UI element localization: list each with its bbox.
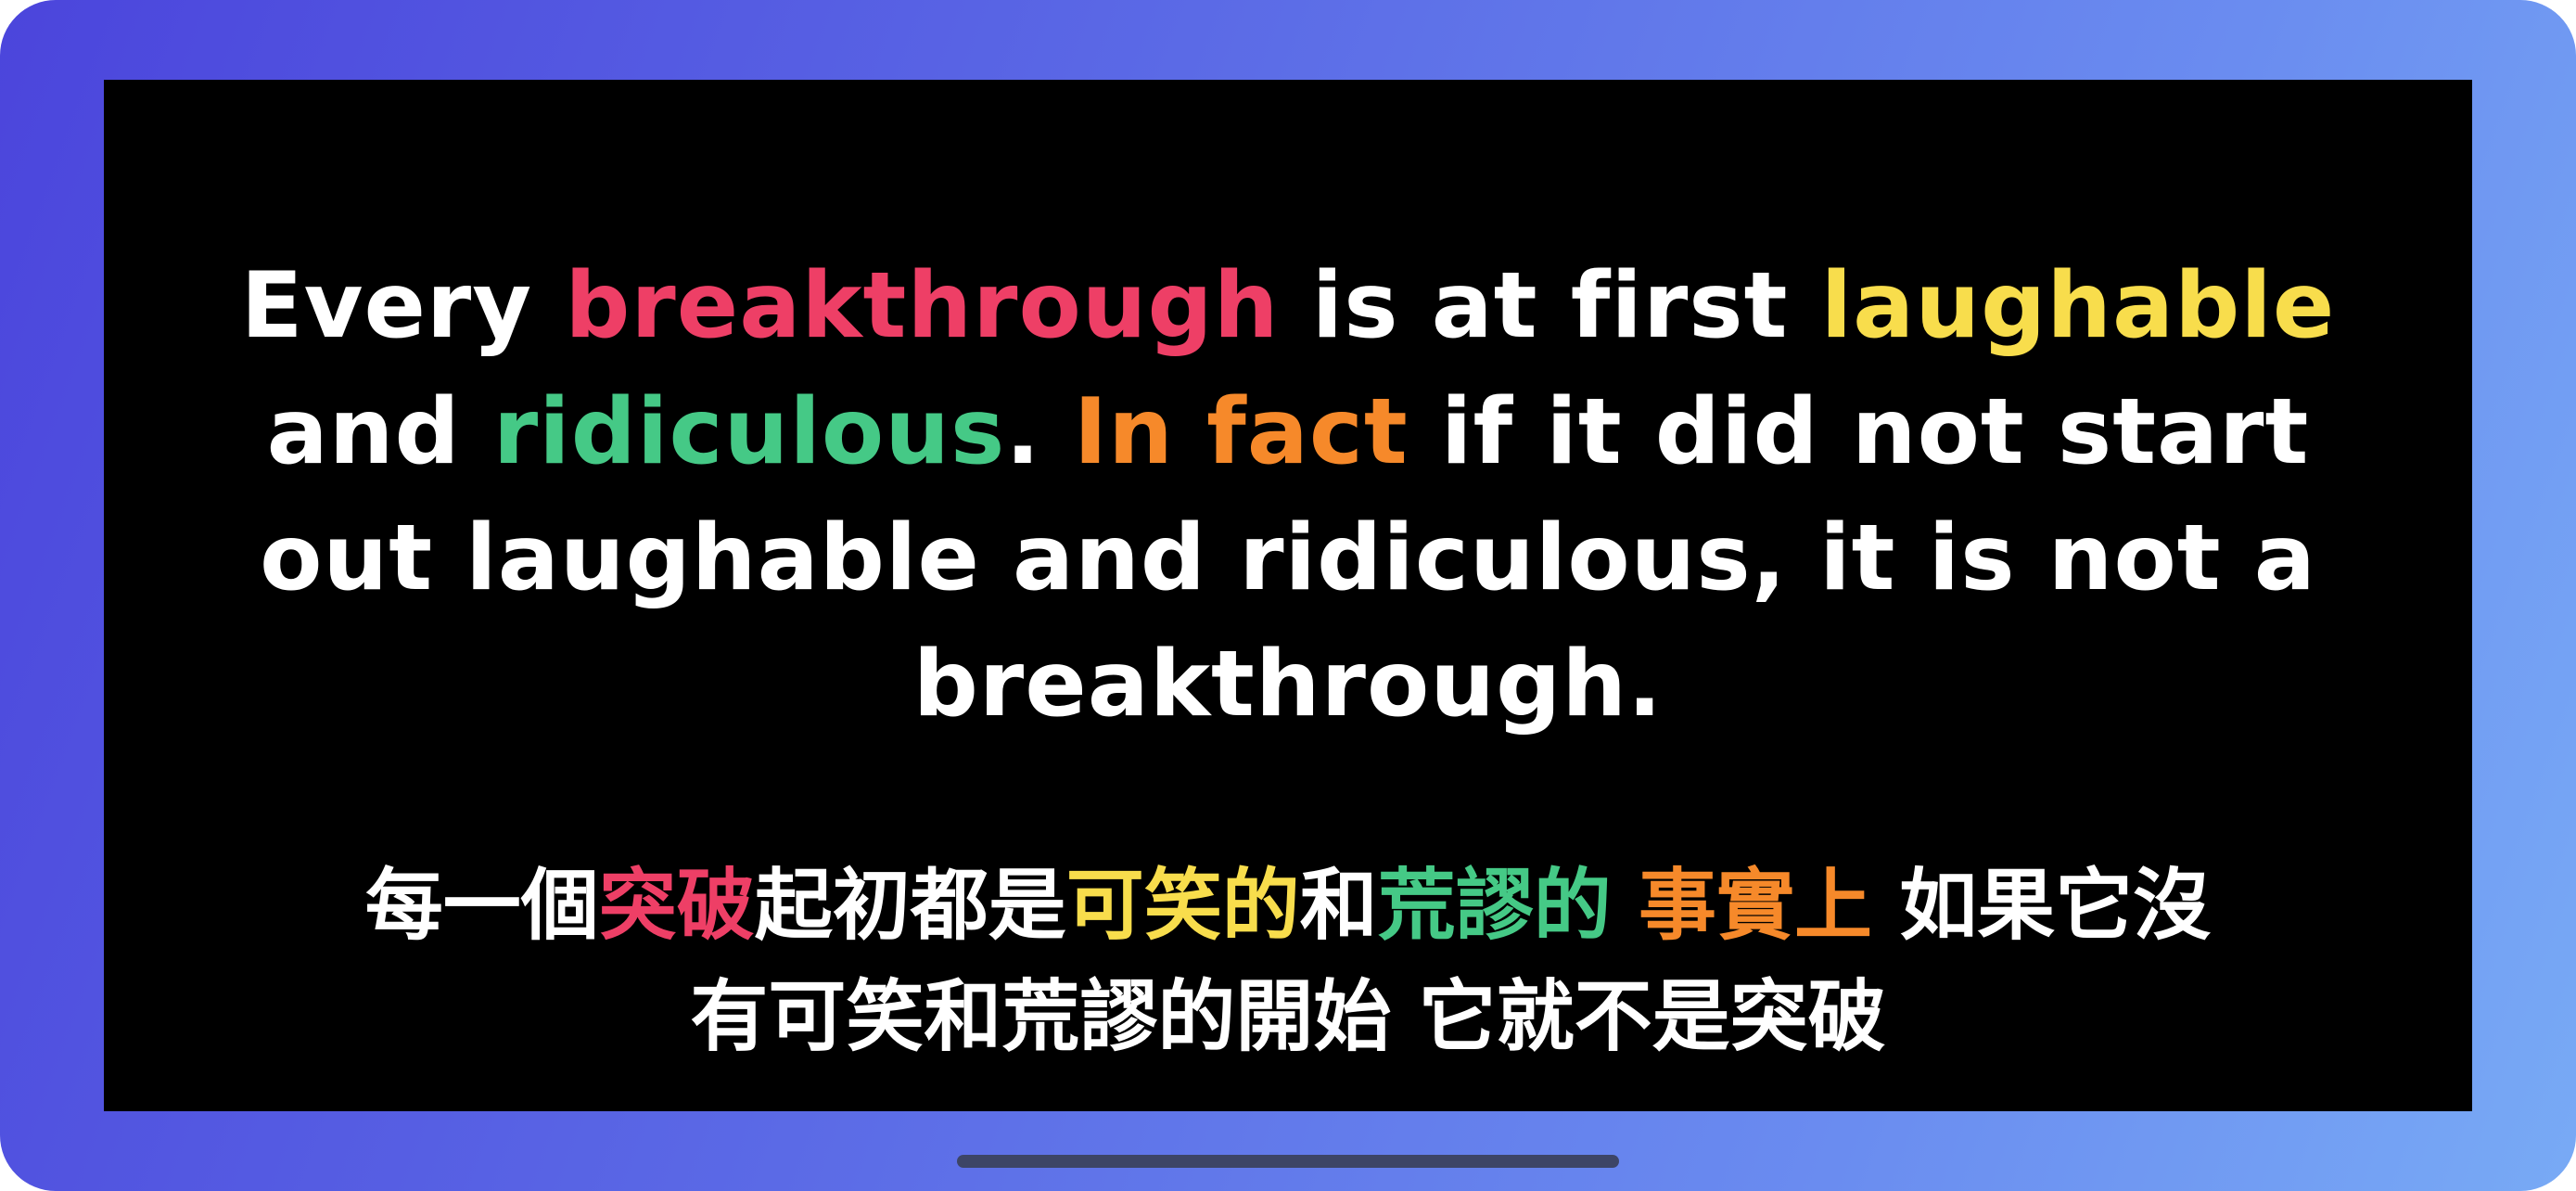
english-quote-line-1: Every breakthrough is at first laughable (104, 243, 2472, 369)
chinese-quote-line-2: 有可笑和荒謬的開始 它就不是突破 (690, 971, 1886, 1062)
chinese-quote: 每一個突破起初都是可笑的和荒謬的 事實上 如果它沒 有可笑和荒謬的開始 它就不是… (104, 850, 2472, 1072)
highlight-breakthrough: breakthrough (565, 253, 1280, 359)
highlight-ridiculous: ridiculous (492, 379, 1006, 485)
home-indicator[interactable] (957, 1155, 1619, 1168)
english-quote: Every breakthrough is at first laughable… (104, 243, 2472, 748)
text-segment: and (266, 379, 493, 485)
text-segment: is at first (1279, 253, 1821, 359)
text-segment: 如果它沒 (1872, 860, 2212, 951)
highlight-laughable: laughable (1820, 253, 2336, 359)
text-segment: if it did not start (1408, 379, 2310, 485)
chinese-quote-line-1: 每一個突破起初都是可笑的和荒謬的 事實上 如果它沒 (104, 850, 2472, 961)
text-segment: 和 (1299, 860, 1378, 951)
english-quote-line-3: out laughable and ridiculous, it is not … (260, 506, 2316, 611)
text-segment (1612, 860, 1639, 951)
text-segment: Every (240, 253, 566, 359)
highlight-kexiao: 可笑的 (1065, 860, 1300, 951)
text-segment: . (1005, 379, 1074, 485)
highlight-huangmiu: 荒謬的 (1377, 860, 1612, 951)
highlight-shishishang: 事實上 (1639, 860, 1873, 951)
highlight-tupo: 突破 (598, 860, 755, 951)
english-quote-line-2: and ridiculous. In fact if it did not st… (104, 369, 2472, 495)
english-quote-line-4: breakthrough. (912, 632, 1664, 737)
text-segment: 起初都是 (754, 860, 1066, 951)
highlight-in-fact: In fact (1073, 379, 1409, 485)
quote-screen: Every breakthrough is at first laughable… (104, 80, 2472, 1111)
text-segment: 每一個 (364, 860, 599, 951)
